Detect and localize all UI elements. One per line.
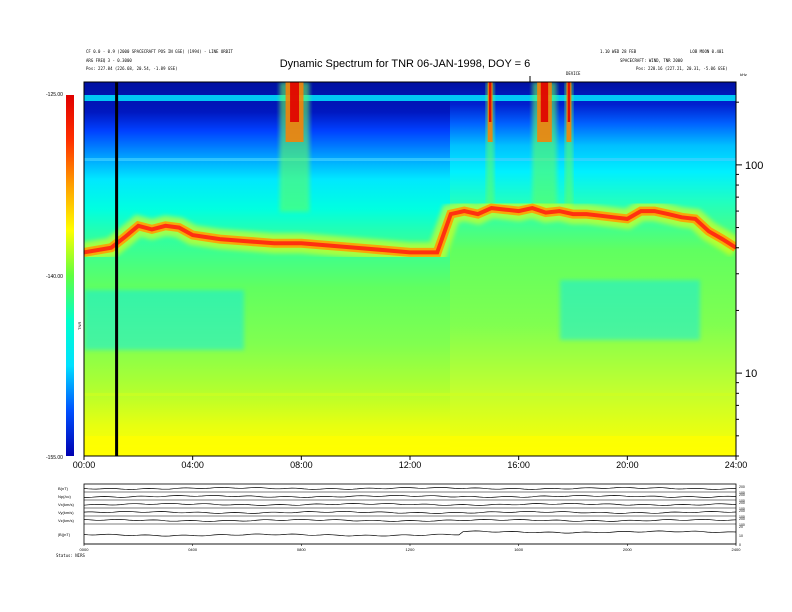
panel-label: Vy(km/s): [58, 510, 74, 515]
header-left-line-2: ARG FREQ 3 - 0.3000: [86, 58, 132, 63]
colorbar-label: TNR: [77, 322, 82, 330]
burst-glow: [486, 82, 495, 212]
burst-peak: [540, 82, 549, 122]
panel-trace: [83, 530, 737, 537]
colorbar: [66, 95, 74, 456]
panel-right-tick: 200: [739, 493, 745, 497]
panel-right-tick: 20: [739, 525, 743, 529]
chart-title: Dynamic Spectrum for TNR 06-JAN-1998, DO…: [279, 58, 531, 70]
panel-right-tick: 100: [739, 515, 745, 519]
bottom-x-tick-label: 1200: [406, 547, 416, 552]
panel-label: Np(/cc): [58, 494, 72, 499]
panel-trace: [84, 494, 737, 498]
interference-line-3: [84, 393, 736, 396]
panel-label: B(nT): [58, 486, 69, 491]
burst-peak: [567, 82, 571, 122]
bursts-group: [279, 82, 573, 212]
x-tick-label: 04:00: [181, 460, 204, 470]
emission-band-core: [84, 206, 736, 255]
bottom-x-tick-label: 0400: [188, 547, 198, 552]
burst-3: [532, 82, 557, 212]
panel-trace: [83, 486, 736, 490]
x-tick-label: 08:00: [290, 460, 313, 470]
bottom-x-tick-label: 0000: [80, 547, 90, 552]
colorbar-tick-bottom: -155.00: [46, 455, 63, 461]
burst-2: [486, 82, 495, 212]
panel-trace: [83, 518, 737, 522]
panel-right-tick: 0: [739, 543, 741, 547]
footnote: Status: NIRS: [56, 553, 85, 558]
panel-trace: [83, 510, 737, 514]
y-axis-ticks: 100 10: [736, 101, 763, 457]
bottom-x-tick-label: 2400: [732, 547, 742, 552]
panel-right-tick: 100: [739, 523, 745, 527]
colorbar-tick-top: -125.00: [46, 92, 63, 98]
x-tick-label: 20:00: [616, 460, 639, 470]
panel-label: Vz(km/s): [58, 518, 74, 523]
colorbar-tick-mid: -140.00: [46, 274, 63, 280]
panel-trace: [83, 502, 737, 506]
bottom-x-tick-label: 1600: [514, 547, 524, 552]
x-tick-label: 16:00: [507, 460, 530, 470]
burst-glow: [564, 82, 573, 212]
header-right-line-1: 1.10 WED 28 FEB: [600, 49, 637, 54]
x-tick-label: 12:00: [399, 460, 422, 470]
header-right-line-2: SPACECRAFT: WIND, TNR 2000: [620, 58, 683, 63]
x-tick-label: 00:00: [73, 460, 96, 470]
x-axis-ticks: 00:00 04:00 08:00 12:00 16:00 20:00 24:00: [73, 456, 748, 470]
panel-right-tick: 200: [739, 517, 745, 521]
panel-right-tick: 100: [739, 491, 745, 495]
panel-right-tick: 200: [739, 485, 745, 489]
interference-line-1: [84, 95, 736, 101]
low-intensity-patch-2: [560, 280, 700, 340]
burst-peak: [488, 82, 492, 122]
panel-right-tick: 100: [739, 507, 745, 511]
header-right-extra: LOB MOON 0.401: [690, 49, 724, 54]
interference-line-2: [84, 158, 736, 161]
header-left-line-1: CF 0.0 - 0.9 (2000 SPACECRAFT POS IN GSE…: [86, 49, 233, 54]
header-left-line-3: Pos: 227.84 (226.68, 20.54, -1.89 GSE): [86, 66, 178, 71]
y-tick-label: 100: [745, 160, 763, 172]
panel-right-tick: 100: [739, 499, 745, 503]
x-tick-label: 24:00: [725, 460, 748, 470]
panel-right-tick: 200: [739, 501, 745, 505]
panel-right-tick: 200: [739, 509, 745, 513]
header-right-line-3: Pos: 228.16 (227.21, 20.31, -5.06 GSE): [636, 66, 728, 71]
low-frequency-band: [84, 436, 736, 456]
y-tick-label: 10: [745, 368, 757, 380]
burst-1: [279, 82, 310, 212]
spectrum-plot-area: [84, 82, 736, 456]
panel-label: Vx(km/s): [58, 502, 74, 507]
panel-label: |B|(nT): [58, 532, 71, 537]
burst-4: [564, 82, 573, 212]
y-axis-unit-label: kHz: [740, 72, 747, 77]
panel-right-tick: 10: [739, 534, 743, 538]
burst-peak: [290, 82, 300, 122]
low-intensity-patch-1: [84, 290, 244, 350]
bottom-x-tick-label: 0800: [297, 547, 307, 552]
top-marker-label: DEVICE: [566, 71, 581, 76]
bottom-x-tick-label: 2000: [623, 547, 633, 552]
